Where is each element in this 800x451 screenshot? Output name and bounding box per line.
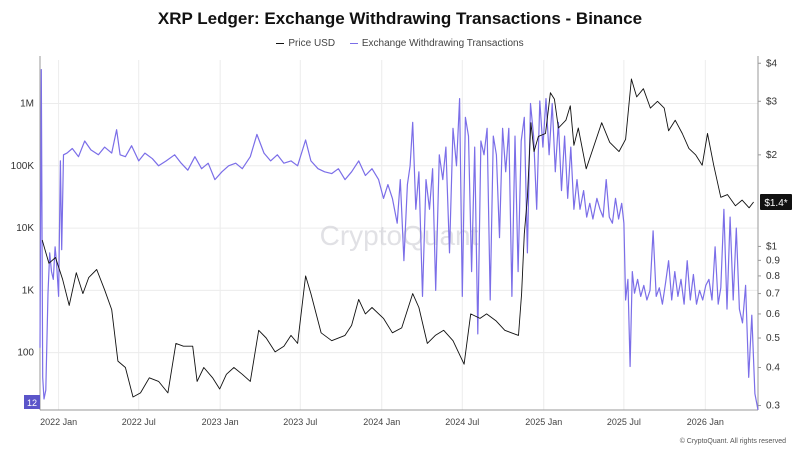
copyright-notice: © CryptoQuant. All rights reserved	[679, 438, 786, 445]
legend-item-price[interactable]: Price USD	[276, 38, 335, 49]
y-left-tick-label: 1K	[22, 285, 35, 296]
y-right-tick-label: 0.8	[766, 271, 780, 282]
right-value-badge: $1.4*	[764, 198, 787, 209]
y-right-tick-label: $1	[766, 241, 778, 252]
left-value-badge-bg	[24, 395, 40, 409]
y-right-tick-label: $4	[766, 58, 778, 69]
watermark-text: CryptoQuant	[320, 220, 479, 251]
x-tick-label: 2026 Jan	[687, 417, 724, 427]
y-right-tick-label: 0.6	[766, 309, 780, 320]
y-left-tick-label: 10K	[16, 223, 34, 234]
y-left-tick-label: 100K	[11, 161, 35, 172]
x-tick-label: 2024 Jan	[363, 417, 400, 427]
y-right-tick-label: 0.7	[766, 289, 780, 300]
x-tick-label: 2025 Jan	[525, 417, 562, 427]
legend-label-withdrawing: Exchange Withdrawing Transactions	[361, 38, 524, 49]
y-left-tick-label: 1M	[20, 99, 34, 110]
y-right-tick-label: 0.9	[766, 255, 780, 266]
legend-swatch-withdrawing	[349, 42, 358, 44]
right-value-badge-bg	[760, 193, 792, 210]
y-right-tick-label: 0.3	[766, 401, 780, 412]
chart-title: XRP Ledger: Exchange Withdrawing Transac…	[157, 9, 643, 28]
x-tick-label: 2022 Jan	[40, 417, 77, 427]
chart-legend: Price USD Exchange Withdrawing Transacti…	[0, 38, 800, 49]
x-tick-label: 2023 Jan	[202, 417, 239, 427]
x-tick-label: 2022 Jul	[122, 417, 156, 427]
series-line-price	[41, 78, 754, 398]
x-tick-label: 2024 Jul	[445, 417, 479, 427]
series-line-withdrawing	[39, 69, 759, 411]
y-right-tick-label: 0.4	[766, 363, 780, 374]
legend-item-withdrawing[interactable]: Exchange Withdrawing Transactions	[349, 38, 524, 49]
x-tick-label: 2025 Jul	[607, 417, 641, 427]
legend-swatch-price	[276, 42, 285, 44]
y-right-tick-label: $2	[766, 150, 778, 161]
y-left-tick-label: 100	[17, 348, 34, 359]
x-tick-label: 2023 Jul	[283, 417, 317, 427]
left-value-badge: 12	[27, 398, 37, 408]
legend-label-price: Price USD	[288, 38, 336, 49]
y-right-tick-label: 0.5	[766, 333, 780, 344]
y-right-tick-label: $3	[766, 96, 778, 107]
